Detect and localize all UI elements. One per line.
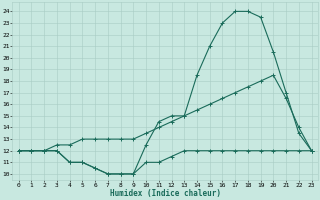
X-axis label: Humidex (Indice chaleur): Humidex (Indice chaleur) [110, 189, 220, 198]
